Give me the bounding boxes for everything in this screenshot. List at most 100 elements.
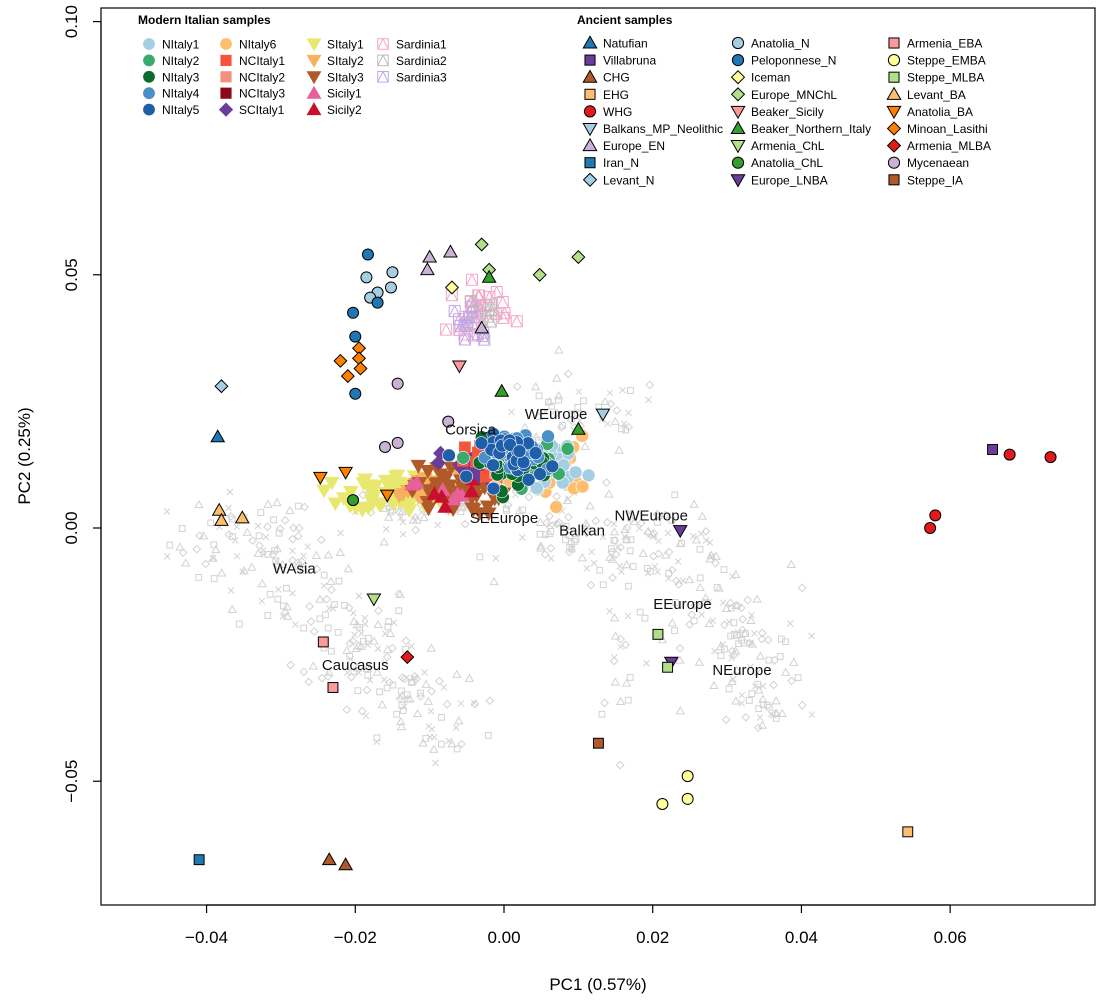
background-sample [808,632,815,640]
legend-label: Villabruna [603,54,656,68]
modern-point [389,469,406,484]
background-sample [690,601,700,610]
background-sample [503,500,513,510]
background-sample [337,529,344,537]
legend-label: Levant_BA [907,88,966,102]
background-sample [317,673,327,683]
background-sample [536,541,546,550]
background-sample [754,723,763,733]
background-sample [554,518,564,527]
background-sample [754,685,764,694]
background-sample [334,629,342,636]
background-sample [445,737,453,745]
background-sample [210,575,218,582]
region-label: Balkan [559,523,605,540]
background-sample [248,536,258,545]
background-sample [588,548,596,556]
background-sample [553,390,564,400]
legend-marker [582,137,598,152]
background-sample [606,608,613,615]
background-sample [396,722,407,731]
legend-label: Iran_N [603,156,639,170]
background-sample [227,604,237,614]
background-sample [384,623,392,631]
modern-point [484,298,497,311]
background-sample [323,672,333,682]
background-sample [674,558,682,565]
legend-marker [730,105,746,120]
legend-marker [886,105,902,120]
background-sample [358,630,365,637]
background-sample [599,581,607,589]
background-sample [697,511,708,520]
background-sample [227,586,235,594]
background-sample [275,524,285,534]
background-sample [312,564,322,574]
background-sample [260,550,268,558]
background-sample [755,705,763,713]
background-sample [678,539,686,547]
background-sample [254,522,262,530]
background-sample [356,641,366,651]
x-tick-label: −0.04 [185,928,228,947]
background-sample [412,515,422,524]
background-sample [704,618,715,628]
background-sample [622,426,630,434]
background-sample [627,387,634,394]
background-sample [209,554,217,562]
background-sample [335,577,343,585]
background-sample [694,657,704,666]
background-sample [320,582,328,590]
background-sample [536,543,546,552]
legend-marker [306,102,322,116]
background-sample [717,652,725,660]
legend-marker [888,174,900,186]
legend-label: Armenia_MLBA [907,139,991,153]
background-sample [610,631,621,640]
ancient-point [391,436,404,449]
background-sample [286,660,295,670]
background-sample [624,612,632,620]
background-sample [231,536,239,544]
background-sample [756,714,764,721]
background-sample [729,573,736,580]
background-sample [607,554,618,563]
background-sample [552,373,562,382]
modern-point [503,438,517,452]
legend-label: CHG [603,71,630,85]
ancient-point [1044,451,1057,464]
background-sample [535,517,546,526]
background-sample [347,672,356,682]
legend-marker [887,54,901,67]
background-sample [714,583,724,592]
background-sample [551,521,559,528]
background-sample [695,582,705,592]
modern-point [479,500,496,515]
background-sample [519,534,526,541]
background-sample [720,566,728,573]
background-sample [178,548,188,557]
legend-label: SItaly3 [327,70,364,84]
axes-layer: −0.04 −0.02 0.00 0.02 0.04 0.06 −0.05 0.00 0.05 0… [62,5,967,947]
background-sample [514,505,525,515]
background-sample [411,674,418,682]
background-sample [674,580,684,589]
background-sample [235,620,243,628]
legend-marker [886,86,902,100]
ancient-point [371,296,384,309]
background-sample [763,701,771,709]
background-sample [600,698,609,708]
background-sample [355,592,363,600]
background-sample [612,406,622,415]
background-sample [418,738,428,747]
background-sample [280,516,290,525]
background-sample [690,617,698,625]
background-sample [207,519,215,527]
background-sample [626,674,634,681]
background-sample [667,565,677,575]
modern-point [323,476,340,491]
background-sample [563,369,573,379]
background-sample [621,640,630,650]
background-sample [208,553,218,562]
modern-point [430,455,446,471]
